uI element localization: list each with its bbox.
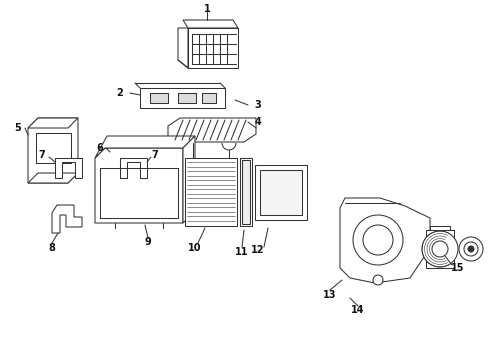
Text: 5: 5 [15,123,22,133]
Bar [260,170,302,215]
Circle shape [373,275,383,285]
Polygon shape [183,136,195,223]
Polygon shape [28,118,78,128]
Polygon shape [52,205,82,233]
Text: 7: 7 [151,150,158,160]
Text: 1: 1 [204,4,210,14]
Polygon shape [95,136,195,158]
Bar [108,148,138,156]
Bar [242,160,250,224]
Text: 4: 4 [255,117,261,127]
Bar [178,93,196,103]
Text: 2: 2 [117,88,123,98]
Polygon shape [340,198,430,283]
Bar [240,158,252,226]
Polygon shape [28,118,78,183]
Circle shape [363,225,393,255]
Polygon shape [120,158,147,178]
Polygon shape [430,226,450,250]
Text: 15: 15 [451,263,465,273]
Polygon shape [55,158,82,178]
Circle shape [422,231,458,267]
Circle shape [468,246,474,252]
Circle shape [459,237,483,261]
Bar [150,93,168,103]
Text: 9: 9 [145,237,151,247]
Text: 11: 11 [235,247,249,257]
Text: 8: 8 [49,243,55,253]
Bar [426,230,454,268]
Text: 6: 6 [97,143,103,153]
Bar [36,133,71,163]
Bar [185,158,237,226]
Bar [255,165,307,220]
Polygon shape [178,28,188,68]
Text: 12: 12 [251,245,265,255]
Polygon shape [183,20,238,28]
Polygon shape [188,28,238,68]
Polygon shape [28,173,78,183]
Text: 3: 3 [255,100,261,110]
Text: 10: 10 [188,243,202,253]
Bar [202,93,216,103]
Polygon shape [168,118,256,142]
Text: 7: 7 [39,150,46,160]
Bar [140,88,225,108]
Text: 13: 13 [323,290,337,300]
Circle shape [353,215,403,265]
Circle shape [464,242,478,256]
Polygon shape [95,148,183,223]
Circle shape [432,241,448,257]
Text: 14: 14 [351,305,365,315]
